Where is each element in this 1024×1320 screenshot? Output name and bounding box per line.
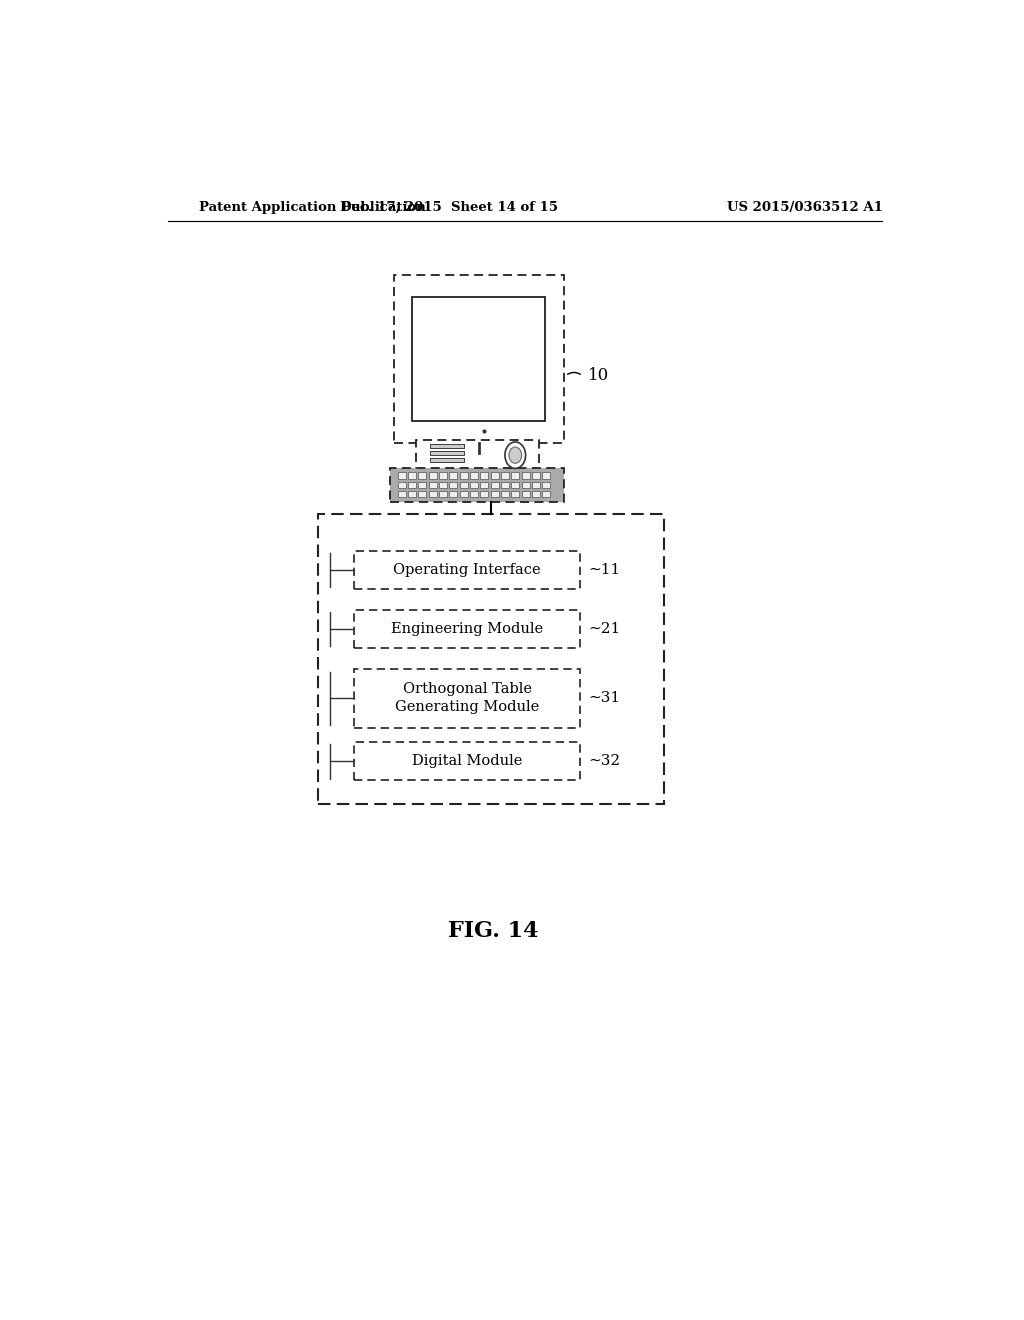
FancyBboxPatch shape bbox=[354, 669, 581, 727]
FancyBboxPatch shape bbox=[511, 473, 519, 479]
FancyBboxPatch shape bbox=[416, 440, 539, 470]
Text: ∼11: ∼11 bbox=[588, 564, 621, 577]
FancyBboxPatch shape bbox=[419, 482, 426, 487]
FancyBboxPatch shape bbox=[501, 482, 509, 487]
FancyBboxPatch shape bbox=[390, 469, 564, 502]
FancyBboxPatch shape bbox=[429, 491, 436, 496]
FancyBboxPatch shape bbox=[450, 491, 458, 496]
FancyBboxPatch shape bbox=[521, 491, 529, 496]
FancyBboxPatch shape bbox=[429, 473, 436, 479]
FancyBboxPatch shape bbox=[470, 491, 478, 496]
FancyBboxPatch shape bbox=[543, 482, 550, 487]
FancyBboxPatch shape bbox=[450, 482, 458, 487]
Text: ∼21: ∼21 bbox=[588, 622, 621, 636]
FancyBboxPatch shape bbox=[460, 491, 468, 496]
Text: Operating Interface: Operating Interface bbox=[393, 564, 541, 577]
FancyBboxPatch shape bbox=[521, 473, 529, 479]
Text: US 2015/0363512 A1: US 2015/0363512 A1 bbox=[727, 201, 883, 214]
FancyBboxPatch shape bbox=[470, 482, 478, 487]
FancyBboxPatch shape bbox=[490, 473, 499, 479]
FancyBboxPatch shape bbox=[531, 473, 540, 479]
FancyBboxPatch shape bbox=[439, 473, 447, 479]
Circle shape bbox=[505, 442, 525, 469]
Text: ∼31: ∼31 bbox=[588, 692, 621, 705]
FancyBboxPatch shape bbox=[543, 491, 550, 496]
FancyBboxPatch shape bbox=[397, 491, 406, 496]
FancyBboxPatch shape bbox=[409, 491, 416, 496]
Text: ∼32: ∼32 bbox=[588, 754, 621, 768]
FancyBboxPatch shape bbox=[397, 482, 406, 487]
FancyBboxPatch shape bbox=[501, 491, 509, 496]
Text: Engineering Module: Engineering Module bbox=[391, 622, 544, 636]
FancyBboxPatch shape bbox=[450, 473, 458, 479]
FancyBboxPatch shape bbox=[318, 515, 664, 804]
FancyBboxPatch shape bbox=[419, 491, 426, 496]
FancyBboxPatch shape bbox=[430, 451, 464, 455]
FancyBboxPatch shape bbox=[409, 473, 416, 479]
Text: Orthogonal Table
Generating Module: Orthogonal Table Generating Module bbox=[395, 682, 540, 714]
FancyBboxPatch shape bbox=[543, 473, 550, 479]
FancyBboxPatch shape bbox=[480, 473, 488, 479]
FancyBboxPatch shape bbox=[460, 482, 468, 487]
FancyBboxPatch shape bbox=[501, 473, 509, 479]
Text: Patent Application Publication: Patent Application Publication bbox=[200, 201, 426, 214]
FancyBboxPatch shape bbox=[429, 482, 436, 487]
FancyBboxPatch shape bbox=[430, 458, 464, 462]
FancyBboxPatch shape bbox=[480, 482, 488, 487]
FancyBboxPatch shape bbox=[511, 491, 519, 496]
FancyBboxPatch shape bbox=[531, 482, 540, 487]
FancyBboxPatch shape bbox=[354, 742, 581, 780]
FancyBboxPatch shape bbox=[430, 444, 464, 447]
FancyBboxPatch shape bbox=[354, 550, 581, 589]
FancyBboxPatch shape bbox=[439, 491, 447, 496]
FancyBboxPatch shape bbox=[490, 482, 499, 487]
FancyBboxPatch shape bbox=[412, 297, 546, 421]
FancyBboxPatch shape bbox=[419, 473, 426, 479]
FancyBboxPatch shape bbox=[409, 482, 416, 487]
FancyBboxPatch shape bbox=[521, 482, 529, 487]
Circle shape bbox=[509, 447, 521, 463]
FancyBboxPatch shape bbox=[439, 482, 447, 487]
FancyBboxPatch shape bbox=[511, 482, 519, 487]
FancyBboxPatch shape bbox=[531, 491, 540, 496]
Text: Dec. 17, 2015  Sheet 14 of 15: Dec. 17, 2015 Sheet 14 of 15 bbox=[340, 201, 558, 214]
Text: FIG. 14: FIG. 14 bbox=[447, 920, 539, 942]
FancyBboxPatch shape bbox=[394, 276, 564, 444]
FancyBboxPatch shape bbox=[490, 491, 499, 496]
Text: Digital Module: Digital Module bbox=[412, 754, 522, 768]
FancyBboxPatch shape bbox=[480, 491, 488, 496]
Text: 10: 10 bbox=[588, 367, 609, 384]
FancyBboxPatch shape bbox=[470, 473, 478, 479]
FancyBboxPatch shape bbox=[397, 473, 406, 479]
FancyBboxPatch shape bbox=[460, 473, 468, 479]
FancyBboxPatch shape bbox=[354, 610, 581, 648]
